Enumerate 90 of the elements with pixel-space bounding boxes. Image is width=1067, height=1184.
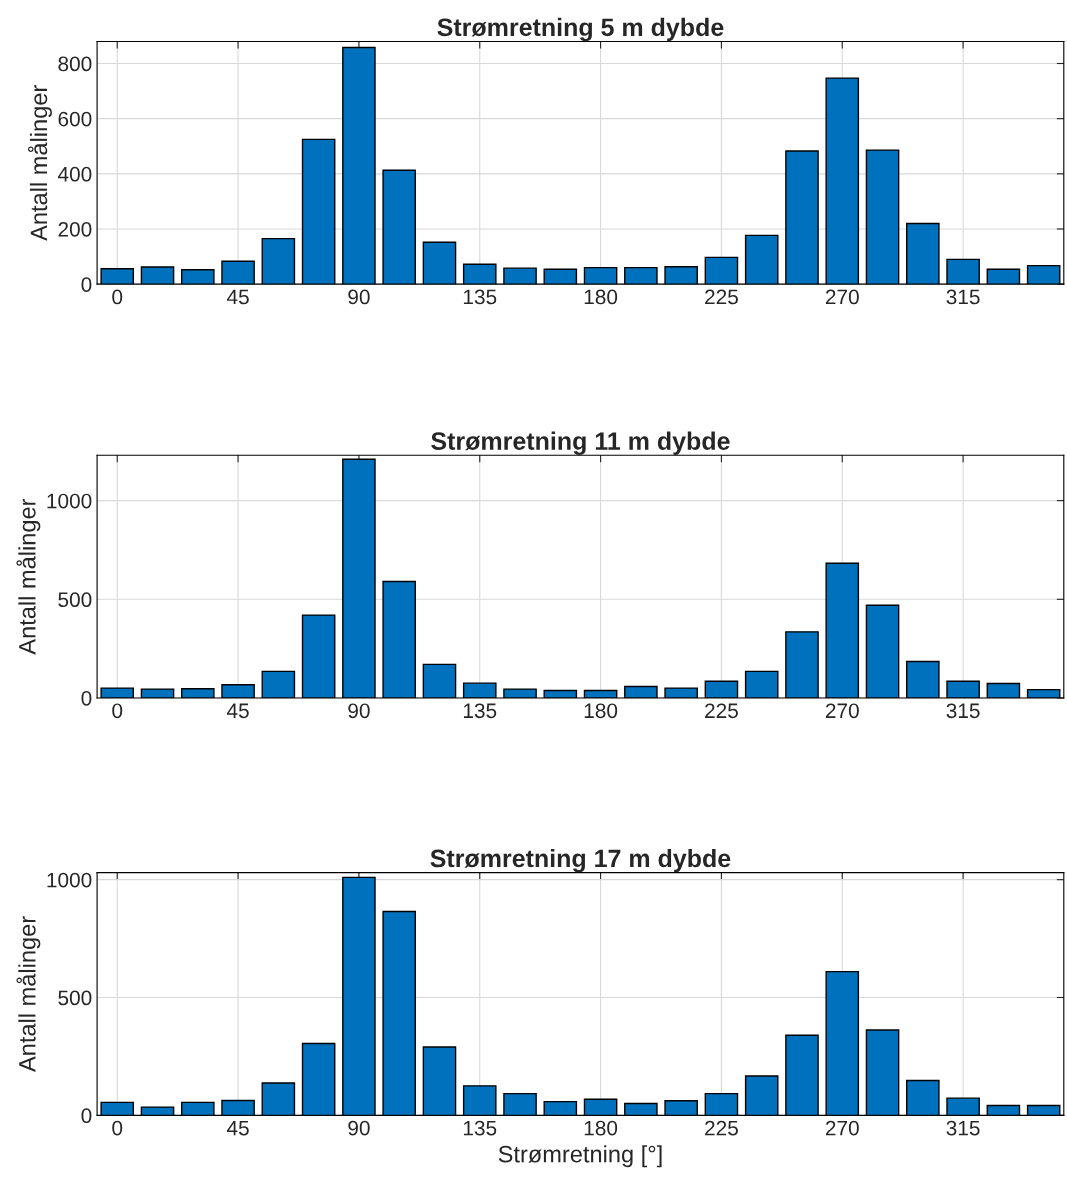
chart-title: Strømretning 11 m dybde xyxy=(431,431,730,455)
y-tick-label: 1000 xyxy=(47,493,92,509)
x-tick-label: 270 xyxy=(825,1120,859,1136)
bar xyxy=(583,1098,618,1116)
bar xyxy=(342,46,376,285)
bar xyxy=(301,1042,336,1116)
x-tick-label: 45 xyxy=(226,1120,249,1136)
y-tick-label: 0 xyxy=(81,1108,92,1124)
bar xyxy=(543,1100,578,1116)
chart-title: Strømretning 5 m dybde xyxy=(437,17,724,42)
bar xyxy=(946,1097,980,1116)
y-tick-label: 0 xyxy=(81,690,92,706)
bar xyxy=(301,138,336,285)
y-tick-label: 200 xyxy=(58,222,92,237)
bar xyxy=(543,268,578,285)
bar xyxy=(906,222,940,285)
bar xyxy=(986,1104,1021,1116)
bar xyxy=(180,1101,215,1116)
bar xyxy=(744,1075,779,1116)
bar xyxy=(503,267,537,285)
x-tick-label: 180 xyxy=(584,1120,618,1136)
x-tick-label: 135 xyxy=(463,703,497,719)
x-tick-label: 225 xyxy=(705,289,738,305)
x-tick-label: 0 xyxy=(112,289,123,305)
bar xyxy=(785,150,819,285)
y-tick-label: 400 xyxy=(57,166,92,182)
bar xyxy=(140,1106,175,1116)
x-tick-label: 180 xyxy=(584,703,618,719)
bar xyxy=(664,1100,698,1116)
x-tick-label: 135 xyxy=(463,1120,497,1136)
x-tick-label: 180 xyxy=(584,289,618,305)
bar xyxy=(704,256,739,285)
bar xyxy=(583,266,618,285)
bar xyxy=(462,1085,497,1116)
x-tick-label: 315 xyxy=(946,703,980,719)
bar xyxy=(664,266,698,285)
x-tick-label: 45 xyxy=(226,289,249,305)
x-tick-label: 90 xyxy=(348,703,370,719)
bar xyxy=(865,149,900,285)
bar xyxy=(785,1034,819,1116)
y-tick-label: 800 xyxy=(58,56,92,72)
bar xyxy=(140,266,175,285)
bar xyxy=(624,266,658,285)
y-axis-title: Antall målinger xyxy=(27,85,52,241)
bar xyxy=(865,1029,900,1116)
y-tick-label: 0 xyxy=(81,277,92,292)
bar xyxy=(261,1082,296,1116)
x-tick-label: 0 xyxy=(112,703,123,719)
y-tick-label: 1000 xyxy=(47,872,92,888)
bar xyxy=(1026,1104,1061,1116)
bar xyxy=(946,258,980,285)
y-tick-label: 600 xyxy=(58,111,92,127)
bar xyxy=(100,1101,135,1116)
bar xyxy=(422,241,457,285)
x-tick-label: 270 xyxy=(825,703,859,719)
bar xyxy=(986,268,1021,285)
bar xyxy=(221,1099,255,1116)
x-tick-label: 0 xyxy=(112,1120,123,1136)
bar xyxy=(825,77,860,285)
bar xyxy=(180,269,215,285)
bar xyxy=(342,876,376,1116)
bar xyxy=(503,1092,537,1116)
bar xyxy=(221,260,255,285)
bar xyxy=(100,268,135,285)
x-tick-label: 225 xyxy=(705,1120,738,1136)
bar xyxy=(1026,264,1061,285)
bar xyxy=(825,970,860,1116)
bar xyxy=(744,234,779,285)
x-axis-title: Strømretning [°] xyxy=(498,1145,662,1168)
x-tick-label: 90 xyxy=(348,1120,370,1136)
x-tick-label: 45 xyxy=(226,703,249,719)
x-tick-label: 315 xyxy=(946,1120,980,1136)
y-axis-title: Antall målinger xyxy=(16,916,41,1072)
bar xyxy=(382,910,416,1116)
bar xyxy=(906,1079,940,1116)
bar xyxy=(261,237,296,285)
x-tick-label: 90 xyxy=(348,289,370,305)
bar xyxy=(382,169,416,285)
x-tick-label: 315 xyxy=(946,289,980,305)
bar xyxy=(704,1092,739,1116)
y-axis-title: Antall målinger xyxy=(16,498,41,655)
bar xyxy=(422,1046,457,1116)
x-tick-label: 135 xyxy=(463,289,497,305)
y-tick-label: 500 xyxy=(58,990,92,1006)
x-tick-label: 225 xyxy=(705,703,738,719)
bar xyxy=(462,263,497,285)
bar xyxy=(624,1102,658,1116)
chart-title: Strømretning 17 m dybde xyxy=(430,848,731,873)
x-tick-label: 270 xyxy=(825,289,859,305)
y-tick-label: 500 xyxy=(58,592,92,608)
